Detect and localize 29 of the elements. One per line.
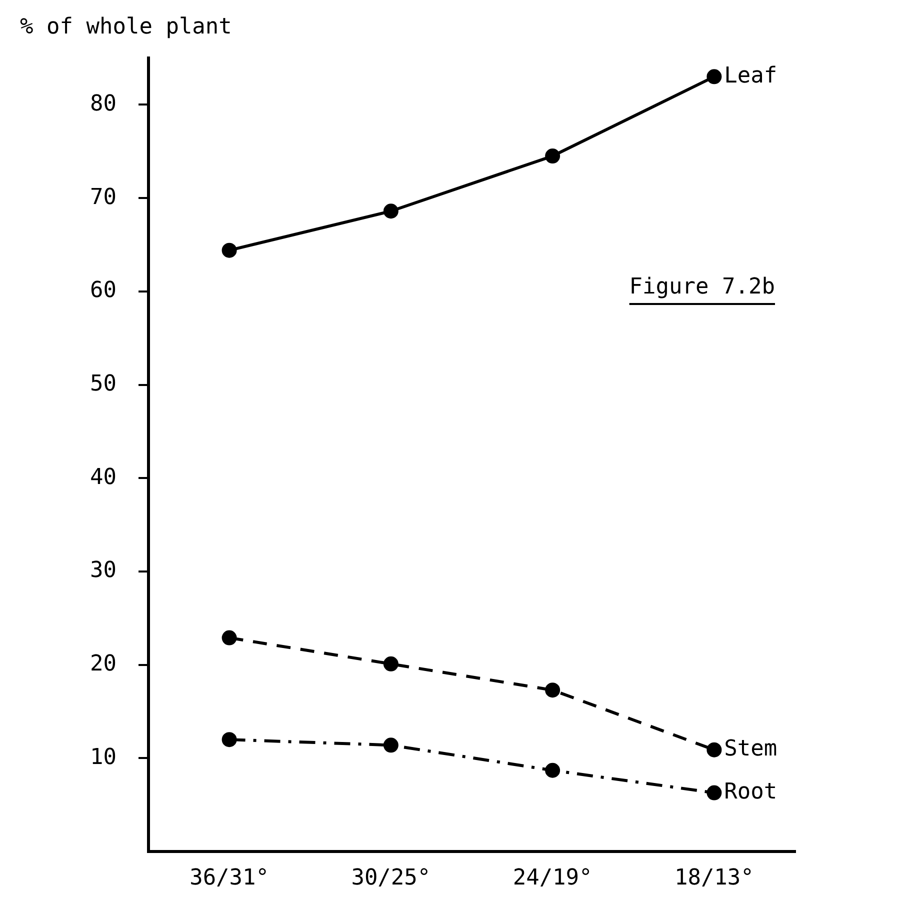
point [383,738,398,753]
y-tick-label: 20 [90,652,116,677]
point [706,785,722,800]
y-tick-label: 80 [90,91,116,116]
point [706,742,722,758]
y-tick-label: 30 [90,558,116,584]
point [222,732,237,748]
point [706,69,722,84]
y-tick-label: 70 [90,184,116,210]
series-label: Stem [724,736,778,762]
y-tick-label: 50 [90,371,116,396]
series-label: Leaf [724,63,778,88]
x-tick-label: 30/25° [351,866,431,891]
x-tick-label: 36/31° [190,866,270,891]
y-tick-label: 40 [90,464,116,490]
y-tick-label: 60 [90,278,116,304]
point [383,656,398,672]
point [545,762,560,778]
point [545,682,560,698]
x-tick-label: 24/19° [512,866,592,891]
point [383,204,398,219]
point [222,242,237,258]
point [222,630,237,646]
y-axis-title: % of whole plant [20,14,232,40]
x-tick-label: 18/13° [674,866,754,891]
annotation: Figure 7.2b [629,274,775,300]
point [545,148,560,164]
y-tick-label: 10 [90,744,116,770]
series-label: Root [724,780,778,804]
